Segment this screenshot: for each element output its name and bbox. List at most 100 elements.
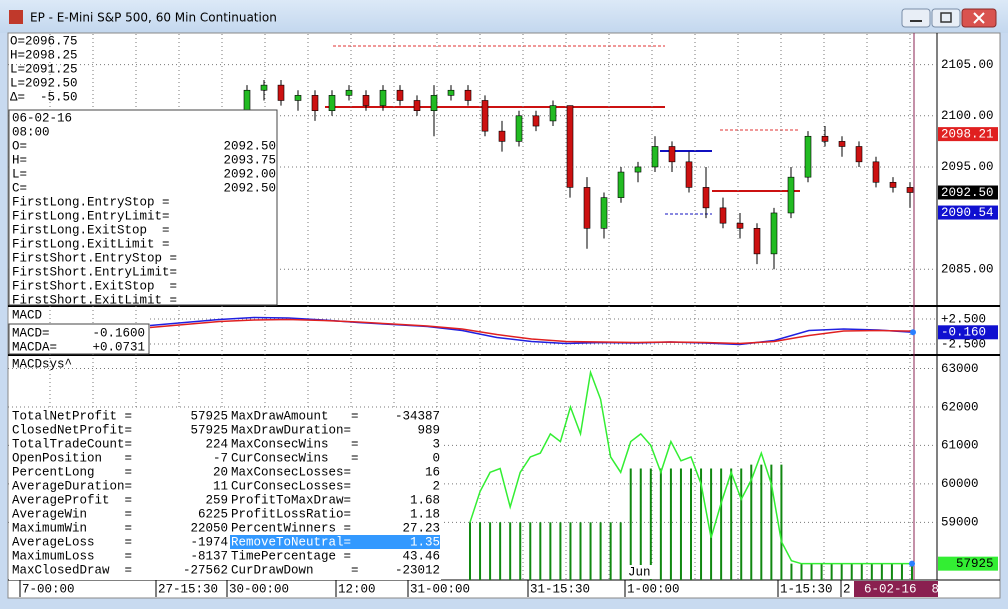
last-marker [938,556,998,571]
strategy-param: FirstShort.ExitStop = [12,279,177,293]
last-label: 57925 [956,557,994,571]
candle-body [634,166,642,173]
candle-body [753,228,761,255]
candle-body [549,105,557,122]
month-bg [626,565,654,579]
macd-value: -0.1600 [92,326,145,340]
bar-label: C= [12,181,27,195]
candle-body [719,207,727,224]
stat-label: TotalNetProfit = [12,409,132,423]
candle-body [464,89,472,101]
stat-label: MaxDrawAmount = [231,409,359,423]
minimize-button[interactable] [901,8,931,28]
candle-body [736,222,744,229]
stat-value: 1.68 [410,493,440,507]
candle-body [566,105,574,188]
candle-body [515,115,523,142]
stat-label: MaximumLoss = [12,549,132,563]
maximize-button[interactable] [931,8,961,28]
plots [149,80,916,580]
candle-body [481,100,489,132]
last-dot [909,560,915,567]
stat-value: -27562 [183,563,228,577]
candle-body [804,135,812,178]
candle-body [838,141,846,147]
candle-body [685,161,693,188]
candle-body [328,95,336,111]
candle-body [447,89,455,96]
candle-body [413,100,421,111]
bar-label: H= [12,153,27,167]
stat-value: 1.18 [410,507,440,521]
candle-body [498,130,506,142]
macd-line [149,318,914,345]
candle-body [430,95,438,111]
y-tick-label: 61000 [941,439,979,453]
stat-label: MaxClosedDraw = [12,563,132,577]
bar-value: 2093.75 [223,153,276,167]
bar-value: 2092.00 [223,167,276,181]
candle-body [668,146,676,163]
strategy-param: FirstLong.EntryLimit= [12,209,170,223]
stat-value: 43.46 [402,549,440,563]
stat-label: TimePercentage = [231,549,351,563]
strategy-param: FirstLong.ExitStop = [12,223,170,237]
y-tick-label: +2.500 [941,312,986,326]
macd-value: +0.0731 [92,340,145,354]
stat-value: 57925 [190,409,228,423]
stat-value: 16 [425,465,440,479]
price-marker [938,185,998,200]
y-tick-label: 62000 [941,400,979,414]
time-label: 1-15:30 [780,582,833,596]
y-tick-label: 60000 [941,477,979,491]
stat-label: PercentLong = [12,465,132,479]
y-tick-label: 59000 [941,516,979,530]
candle-body [294,95,302,101]
macd-label: MACD= [12,326,50,340]
stat-label: AverageDuration= [12,479,132,493]
time-label: 12:00 [338,582,376,596]
time-label: 2 [843,582,851,596]
macdsys-title: MACDsys^ [12,357,72,371]
candle-body [617,171,625,198]
candle-body [260,84,268,91]
stat-value: 27.23 [402,521,440,535]
info-box [8,109,278,306]
stat-value: -8137 [190,549,228,563]
strategy-param: FirstShort.ExitLimit = [12,293,177,307]
stat-label: MaximumWin = [12,521,132,535]
ohlc-header: O=2096.75 [10,34,78,48]
stats-box [9,408,441,580]
equity-line [469,369,912,565]
bar-time: 08:00 [12,125,50,139]
macd-last-label: -0.160 [941,326,986,340]
last-dot [910,329,916,336]
candle-body [311,95,319,111]
stat-value: 6225 [198,507,228,521]
strategy-param: FirstLong.ExitLimit = [12,237,170,251]
macd-box [8,323,150,355]
stat-label: MaxDrawDuration= [231,423,351,437]
y-tick-label: 2105.00 [941,58,994,72]
stat-value: 2 [432,479,440,493]
candle-body [396,89,404,101]
title-bar [0,0,1008,33]
month-label: Jun [628,565,651,579]
candle-body [532,115,540,127]
macd-line [149,316,914,346]
bar-value: 2092.50 [223,181,276,195]
stat-value: 3 [432,437,440,451]
stat-label: TotalTradeCount= [12,437,132,451]
strategy-param: FirstShort.EntryStop = [12,251,177,265]
stat-label: ClosedNetProfit= [12,423,132,437]
candle-body [583,187,591,229]
time-label: 31-00:00 [410,582,470,596]
texts: 2085.00 2095.00 2100.00 2105.00 2098.21 2092.… [10,34,998,597]
stat-value: 989 [417,423,440,437]
stat-label: CurConsecLosses= [231,479,351,493]
y-tick-label: 2095.00 [941,160,994,174]
y-tick-label: 2100.00 [941,109,994,123]
stat-value: 1.35 [410,535,440,549]
stat-value: 57925 [190,423,228,437]
